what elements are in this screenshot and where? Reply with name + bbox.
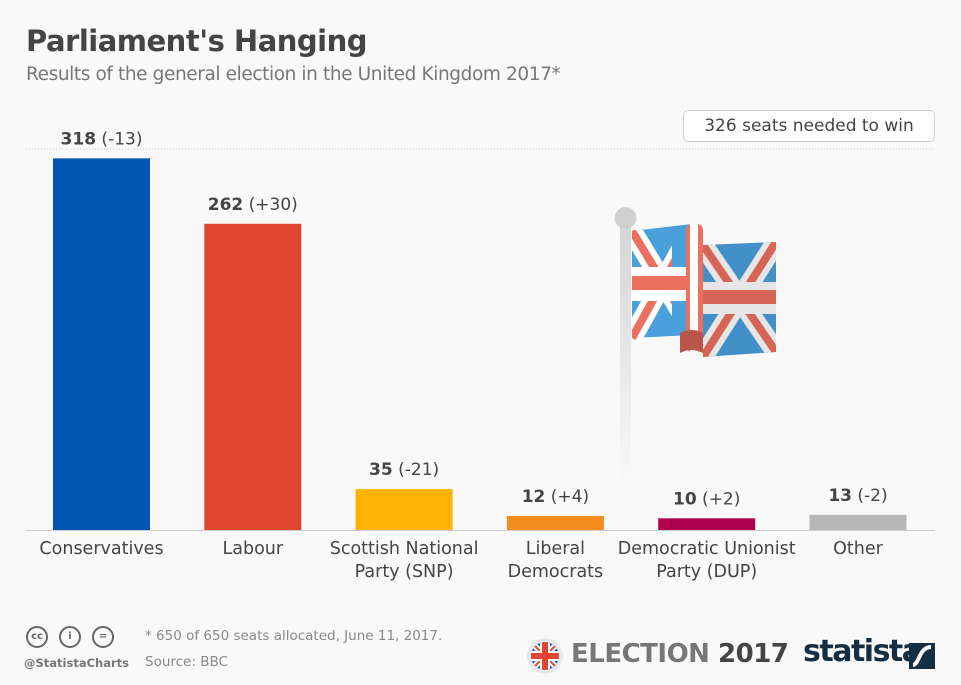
- statista-logo-icon: [909, 643, 935, 669]
- data-label: 13 (-2): [828, 486, 887, 506]
- data-label: 262 (+30): [208, 195, 298, 215]
- chart-title: Parliament's Hanging: [26, 24, 368, 58]
- data-label: 318 (-13): [61, 129, 143, 149]
- data-label: 12 (+4): [522, 487, 589, 507]
- category-label: Liberal: [526, 539, 585, 559]
- bar: [809, 514, 907, 530]
- chart-subtitle: Results of the general election in the U…: [26, 64, 561, 85]
- union-jack-flag-illustration: [614, 207, 776, 488]
- category-label: Labour: [223, 539, 284, 559]
- bar: [53, 158, 150, 531]
- footnote: * 650 of 650 seats allocated, June 11, 2…: [145, 628, 443, 644]
- source: Source: BBC: [145, 654, 228, 670]
- election-word: ELECTION: [571, 639, 710, 669]
- election-2017-logo: ELECTION 2017: [571, 639, 789, 669]
- category-label: Party (SNP): [355, 562, 454, 582]
- category-label: Conservatives: [39, 539, 163, 559]
- bar: [506, 515, 604, 530]
- data-label: 10 (+2): [673, 489, 740, 509]
- twitter-handle[interactable]: @StatistaCharts: [24, 656, 129, 670]
- statista-logo[interactable]: statista: [803, 634, 922, 669]
- union-jack-badge-icon: [527, 638, 563, 674]
- bar: [355, 489, 453, 530]
- bar-chart: 318 (-13) Conservatives 262 (+30) Labour 35 …: [26, 129, 935, 582]
- data-label: 35 (-21): [369, 460, 439, 480]
- attribution-icon: i: [59, 626, 81, 648]
- category-label: Other: [833, 539, 883, 559]
- category-label: Scottish National: [330, 539, 479, 559]
- category-label: Democrats: [508, 562, 604, 582]
- threshold-label: 326 seats needed to win: [683, 110, 935, 142]
- cc-icon: cc: [26, 626, 48, 648]
- no-derivatives-icon: =: [92, 626, 114, 648]
- category-label: Party (DUP): [656, 562, 757, 582]
- election-year: 2017: [718, 639, 789, 669]
- category-label: Democratic Unionist: [618, 539, 796, 559]
- bar: [658, 518, 756, 530]
- bar: [204, 223, 302, 530]
